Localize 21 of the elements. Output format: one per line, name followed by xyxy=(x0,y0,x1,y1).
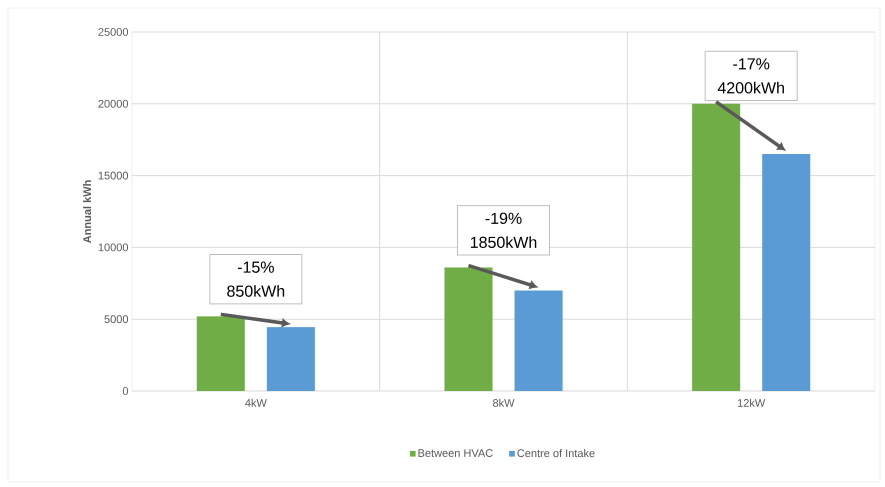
y-tick-label: 25000 xyxy=(98,28,128,36)
y-tick-label: 10000 xyxy=(98,243,128,252)
x-tick-label: 4kW xyxy=(245,398,267,407)
x-tick-label: 8kW xyxy=(492,398,514,407)
annotation: -15% 850kWh xyxy=(227,262,284,297)
legend-label: Centre of Intake xyxy=(517,449,595,458)
annotation: -17% 4200kWh xyxy=(718,58,784,94)
bar xyxy=(196,316,245,391)
bar xyxy=(444,267,492,391)
y-tick-label: 5000 xyxy=(104,315,128,324)
y-tick-label: 0 xyxy=(122,387,128,395)
x-tick-label: 12kW xyxy=(738,398,766,407)
legend-label: Between HVAC xyxy=(418,449,493,457)
annotation: -19% 1850kWh xyxy=(470,212,536,248)
bar xyxy=(762,154,810,391)
bar xyxy=(692,104,740,391)
y-axis-title: Annual kWh xyxy=(82,180,92,243)
y-tick-label: 15000 xyxy=(98,172,128,180)
bar xyxy=(266,327,315,391)
bar xyxy=(514,290,563,391)
y-tick-label: 20000 xyxy=(98,100,128,108)
